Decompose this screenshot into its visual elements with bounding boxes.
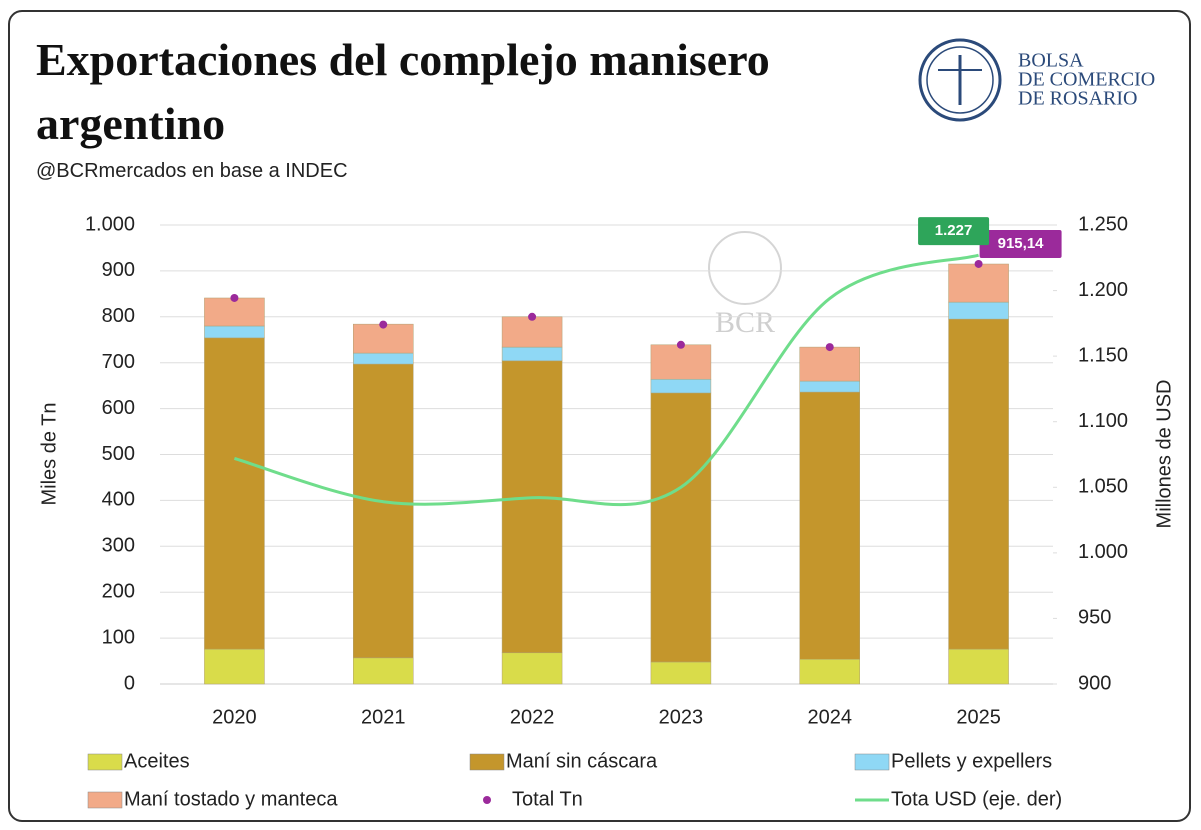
bar-segment	[501, 652, 563, 685]
y2-tick-label: 1.250	[1078, 213, 1128, 235]
bar-segment	[948, 301, 1009, 320]
bar-segment	[501, 360, 563, 654]
value-label-box	[979, 229, 1062, 258]
bar-segment	[948, 318, 1009, 650]
total-dot	[825, 343, 834, 352]
y2-tick-label: 1.100	[1078, 410, 1128, 432]
bar-segment	[353, 323, 414, 354]
bar-segment	[650, 378, 712, 394]
bar-segment	[948, 648, 1009, 685]
logo-text: DE COMERCIO	[1018, 69, 1155, 91]
value-label: 915,14	[998, 235, 1045, 252]
bar-segment	[650, 344, 712, 380]
chart-subtitle: @BCRmercados en base a INDEC	[36, 160, 348, 182]
logo-text: BOLSA	[1018, 50, 1084, 72]
y-tick-label: 900	[102, 259, 135, 281]
y-tick-label: 500	[102, 443, 135, 465]
y2-tick-label: 1.050	[1078, 476, 1128, 498]
legend-label: Total Tn	[512, 788, 583, 810]
chart-title: Exportaciones del complejo manisero arge…	[36, 34, 770, 149]
y-tick-label: 300	[102, 535, 135, 557]
x-tick-label: 2022	[510, 706, 555, 728]
watermark-text: BCR	[715, 306, 775, 339]
x-tick-label: 2020	[212, 706, 257, 728]
bar-segment	[650, 392, 712, 663]
frame	[8, 10, 1191, 822]
legend-swatch	[854, 753, 890, 771]
bar-segment	[204, 337, 265, 650]
x-tick-label: 2025	[956, 706, 1001, 728]
total-dot	[528, 312, 537, 321]
legend-label: Aceites	[124, 750, 190, 772]
total-dot	[379, 320, 388, 329]
logo: BOLSA DE COMERCIO DE ROSARIO	[918, 38, 1155, 122]
legend-label: Maní sin cáscara	[506, 750, 658, 772]
value-label-box	[918, 217, 990, 246]
y-tick-label: 600	[102, 397, 135, 419]
bar-segment	[204, 297, 265, 327]
bar-segment	[204, 648, 265, 685]
logo-text: DE ROSARIO	[1018, 88, 1137, 110]
y2-tick-label: 900	[1078, 672, 1111, 694]
total-dot	[676, 340, 685, 349]
bar-segment	[501, 346, 563, 362]
legend-label: Pellets y expellers	[891, 750, 1052, 772]
bar-segment	[799, 380, 860, 393]
bar-segment	[353, 352, 414, 365]
x-tick-label: 2021	[361, 706, 406, 728]
usd-line	[233, 253, 980, 507]
y-axis-label: Miles de Tn	[38, 402, 60, 505]
bar-segment	[650, 661, 712, 685]
bar-segment	[799, 391, 860, 660]
value-label: 1.227	[935, 222, 973, 239]
legend-swatch	[87, 791, 123, 809]
bar-segment	[204, 325, 265, 339]
y-tick-label: 700	[102, 351, 135, 373]
bar-segment	[799, 658, 860, 685]
y2-tick-label: 1.150	[1078, 344, 1128, 366]
y2-tick-label: 1.000	[1078, 541, 1128, 563]
bar-segment	[501, 316, 563, 348]
logo-ring	[918, 38, 1002, 122]
y-tick-label: 800	[102, 305, 135, 327]
bar-segment	[948, 263, 1009, 303]
y-tick-label: 200	[102, 580, 135, 602]
total-dot	[974, 259, 983, 268]
legend-label: Tota USD (eje. der)	[891, 788, 1062, 810]
y-tick-label: 0	[124, 672, 135, 694]
bar-segment	[799, 346, 860, 382]
bar-segment	[353, 657, 414, 685]
legend-swatch	[469, 753, 505, 771]
legend-swatch	[483, 796, 491, 804]
logo-ring	[926, 46, 994, 114]
total-dot	[230, 293, 239, 302]
legend-swatch	[87, 753, 123, 771]
y-tick-label: 400	[102, 489, 135, 511]
grid	[160, 224, 1053, 685]
y-tick-label: 1.000	[85, 213, 135, 235]
y2-tick-label: 1.200	[1078, 279, 1128, 301]
y2-axis-label: Millones de USD	[1153, 380, 1175, 529]
y-tick-label: 100	[102, 626, 135, 648]
bar-segment	[353, 363, 414, 659]
watermark-ring	[708, 231, 782, 305]
y2-tick-label: 950	[1078, 607, 1111, 629]
legend-label: Maní tostado y manteca	[124, 788, 338, 810]
x-tick-label: 2024	[808, 706, 853, 728]
watermark: BCR	[708, 231, 782, 339]
x-tick-label: 2023	[659, 706, 704, 728]
